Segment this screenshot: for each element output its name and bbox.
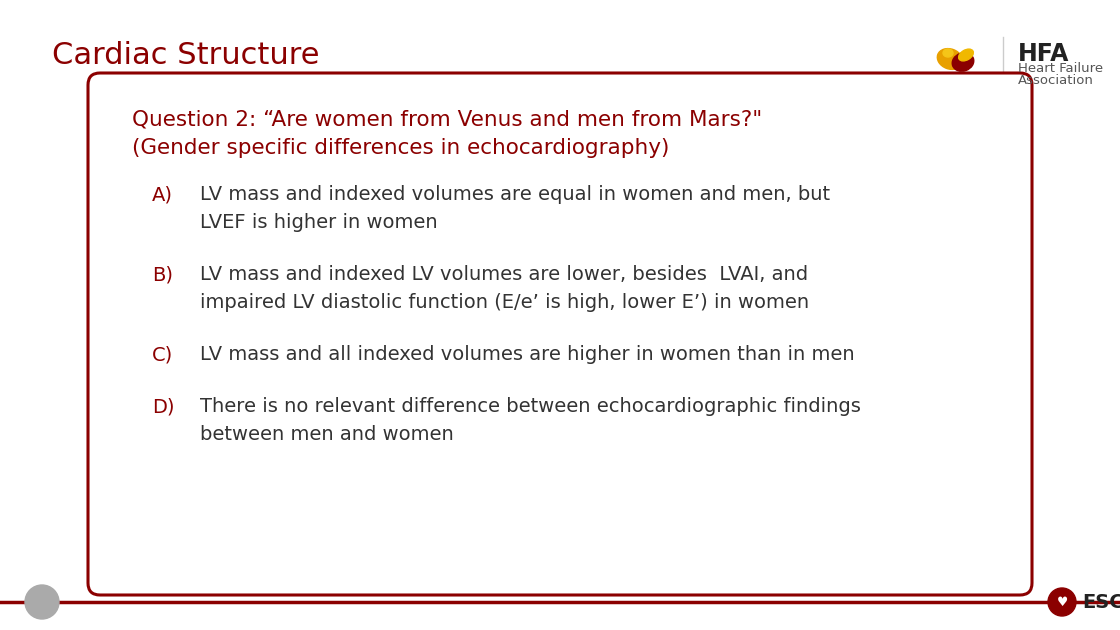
Text: LV mass and indexed volumes are equal in women and men, but: LV mass and indexed volumes are equal in… — [200, 185, 830, 205]
Text: LV mass and all indexed volumes are higher in women than in men: LV mass and all indexed volumes are high… — [200, 345, 855, 365]
Text: Question 2: “Are women from Venus and men from Mars?": Question 2: “Are women from Venus and me… — [132, 110, 763, 130]
Text: HFA: HFA — [1018, 42, 1070, 66]
Circle shape — [1048, 588, 1076, 616]
Text: Cardiac Structure: Cardiac Structure — [52, 40, 319, 69]
Text: between men and women: between men and women — [200, 425, 454, 445]
Text: There is no relevant difference between echocardiographic findings: There is no relevant difference between … — [200, 398, 861, 416]
Ellipse shape — [943, 49, 953, 57]
Text: C): C) — [152, 345, 174, 365]
Text: D): D) — [152, 398, 175, 416]
Ellipse shape — [959, 49, 973, 61]
Text: Heart Failure: Heart Failure — [1018, 62, 1103, 76]
Text: LV mass and indexed LV volumes are lower, besides  LVAI, and: LV mass and indexed LV volumes are lower… — [200, 265, 809, 285]
Circle shape — [25, 585, 59, 619]
Ellipse shape — [937, 49, 963, 69]
Text: ESC: ESC — [1082, 592, 1120, 612]
Text: Association: Association — [1018, 74, 1094, 88]
Text: impaired LV diastolic function (E/e’ is high, lower E’) in women: impaired LV diastolic function (E/e’ is … — [200, 294, 809, 312]
Ellipse shape — [952, 53, 973, 71]
Text: B): B) — [152, 265, 172, 285]
Text: A): A) — [152, 185, 172, 205]
Text: LVEF is higher in women: LVEF is higher in women — [200, 214, 438, 232]
Text: ♥: ♥ — [1056, 595, 1067, 609]
FancyBboxPatch shape — [88, 73, 1032, 595]
Text: (Gender specific differences in echocardiography): (Gender specific differences in echocard… — [132, 138, 670, 158]
